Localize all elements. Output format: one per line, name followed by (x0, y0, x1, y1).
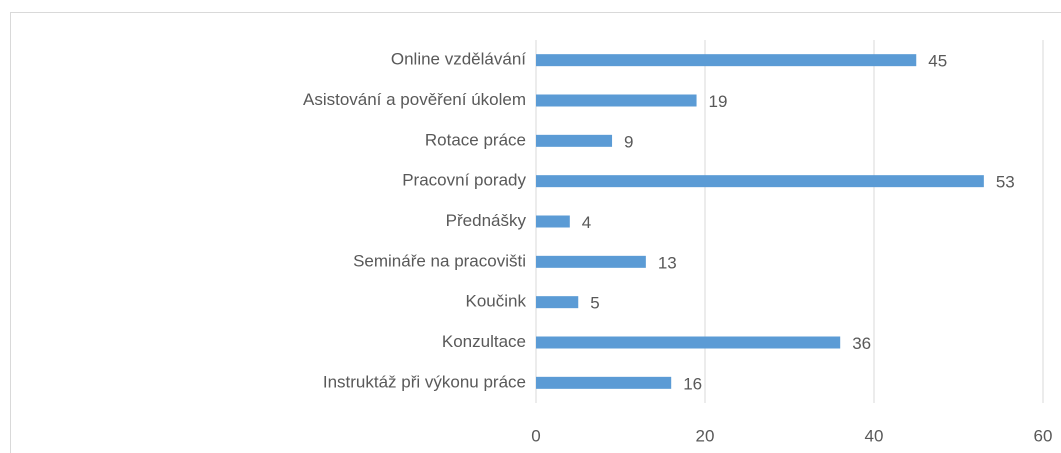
y-tick-label: Semináře na pracovišti (353, 251, 526, 270)
data-label: 13 (658, 253, 677, 272)
y-tick-label: Konzultace (442, 332, 526, 351)
data-label: 5 (590, 294, 599, 313)
y-tick-label: Asistování a pověření úkolem (303, 90, 526, 109)
bar (536, 175, 984, 188)
bar (536, 54, 917, 67)
y-tick-label: Pracovní porady (402, 171, 526, 190)
data-label: 16 (683, 374, 702, 393)
y-tick-label: Koučink (466, 292, 527, 311)
data-label: 9 (624, 132, 633, 151)
bar (536, 215, 570, 228)
bar (536, 376, 672, 389)
y-tick-label: Přednášky (446, 211, 527, 230)
x-tick-label: 20 (696, 426, 715, 445)
y-tick-label: Online vzdělávání (391, 50, 526, 69)
y-tick-label: Instruktáž při výkonu práce (323, 372, 526, 391)
data-label: 53 (996, 173, 1015, 192)
data-label: 36 (852, 334, 871, 353)
x-tick-label: 0 (531, 426, 540, 445)
y-tick-label: Rotace práce (425, 130, 526, 149)
data-label: 19 (709, 92, 728, 111)
x-tick-label: 60 (1034, 426, 1053, 445)
x-tick-label: 40 (865, 426, 884, 445)
bar (536, 336, 841, 349)
bar (536, 94, 697, 107)
data-label: 45 (928, 52, 947, 71)
bar (536, 296, 579, 309)
data-label: 4 (582, 213, 591, 232)
bar (536, 134, 613, 147)
bar (536, 255, 646, 268)
